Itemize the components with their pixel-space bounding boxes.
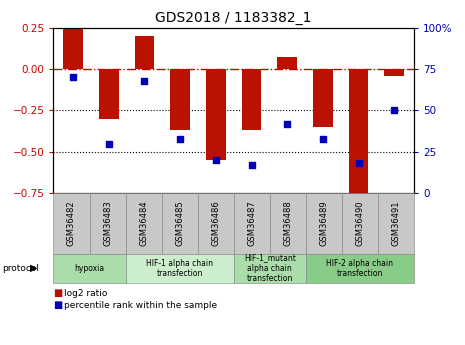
- Text: GSM36486: GSM36486: [211, 200, 220, 246]
- Point: [248, 162, 255, 168]
- Title: GDS2018 / 1183382_1: GDS2018 / 1183382_1: [155, 11, 312, 25]
- Text: GSM36482: GSM36482: [67, 200, 76, 246]
- Text: GSM36483: GSM36483: [103, 200, 112, 246]
- Text: GSM36485: GSM36485: [175, 200, 184, 246]
- Bar: [63, 28, 83, 69]
- Text: percentile rank within the sample: percentile rank within the sample: [64, 301, 217, 310]
- Point: [355, 161, 362, 166]
- Point: [391, 108, 398, 113]
- Point: [176, 136, 184, 141]
- Bar: [135, 36, 154, 69]
- Bar: [170, 69, 190, 130]
- Text: GSM36488: GSM36488: [283, 200, 292, 246]
- Text: GSM36490: GSM36490: [355, 201, 364, 246]
- Bar: [277, 57, 297, 69]
- Text: log2 ratio: log2 ratio: [64, 289, 107, 298]
- Text: ■: ■: [53, 288, 63, 298]
- Text: ▶: ▶: [30, 263, 38, 273]
- Text: GSM36489: GSM36489: [319, 200, 328, 246]
- Text: ■: ■: [53, 300, 63, 310]
- Text: GSM36487: GSM36487: [247, 200, 256, 246]
- Bar: [206, 69, 226, 160]
- Text: hypoxia: hypoxia: [74, 264, 105, 273]
- Text: GSM36484: GSM36484: [139, 200, 148, 246]
- Point: [69, 75, 77, 80]
- Bar: [313, 69, 332, 127]
- Text: GSM36491: GSM36491: [392, 201, 400, 246]
- Bar: [385, 69, 404, 76]
- Bar: [242, 69, 261, 130]
- Point: [105, 141, 113, 146]
- Point: [141, 78, 148, 83]
- Text: HIF-2 alpha chain
transfection: HIF-2 alpha chain transfection: [326, 258, 393, 278]
- Point: [319, 136, 326, 141]
- Bar: [349, 69, 368, 201]
- Bar: [99, 69, 119, 119]
- Text: protocol: protocol: [2, 264, 40, 273]
- Text: HIF-1 alpha chain
transfection: HIF-1 alpha chain transfection: [146, 258, 213, 278]
- Point: [284, 121, 291, 126]
- Point: [212, 157, 219, 163]
- Text: HIF-1_mutant
alpha chain
transfection: HIF-1_mutant alpha chain transfection: [244, 253, 296, 283]
